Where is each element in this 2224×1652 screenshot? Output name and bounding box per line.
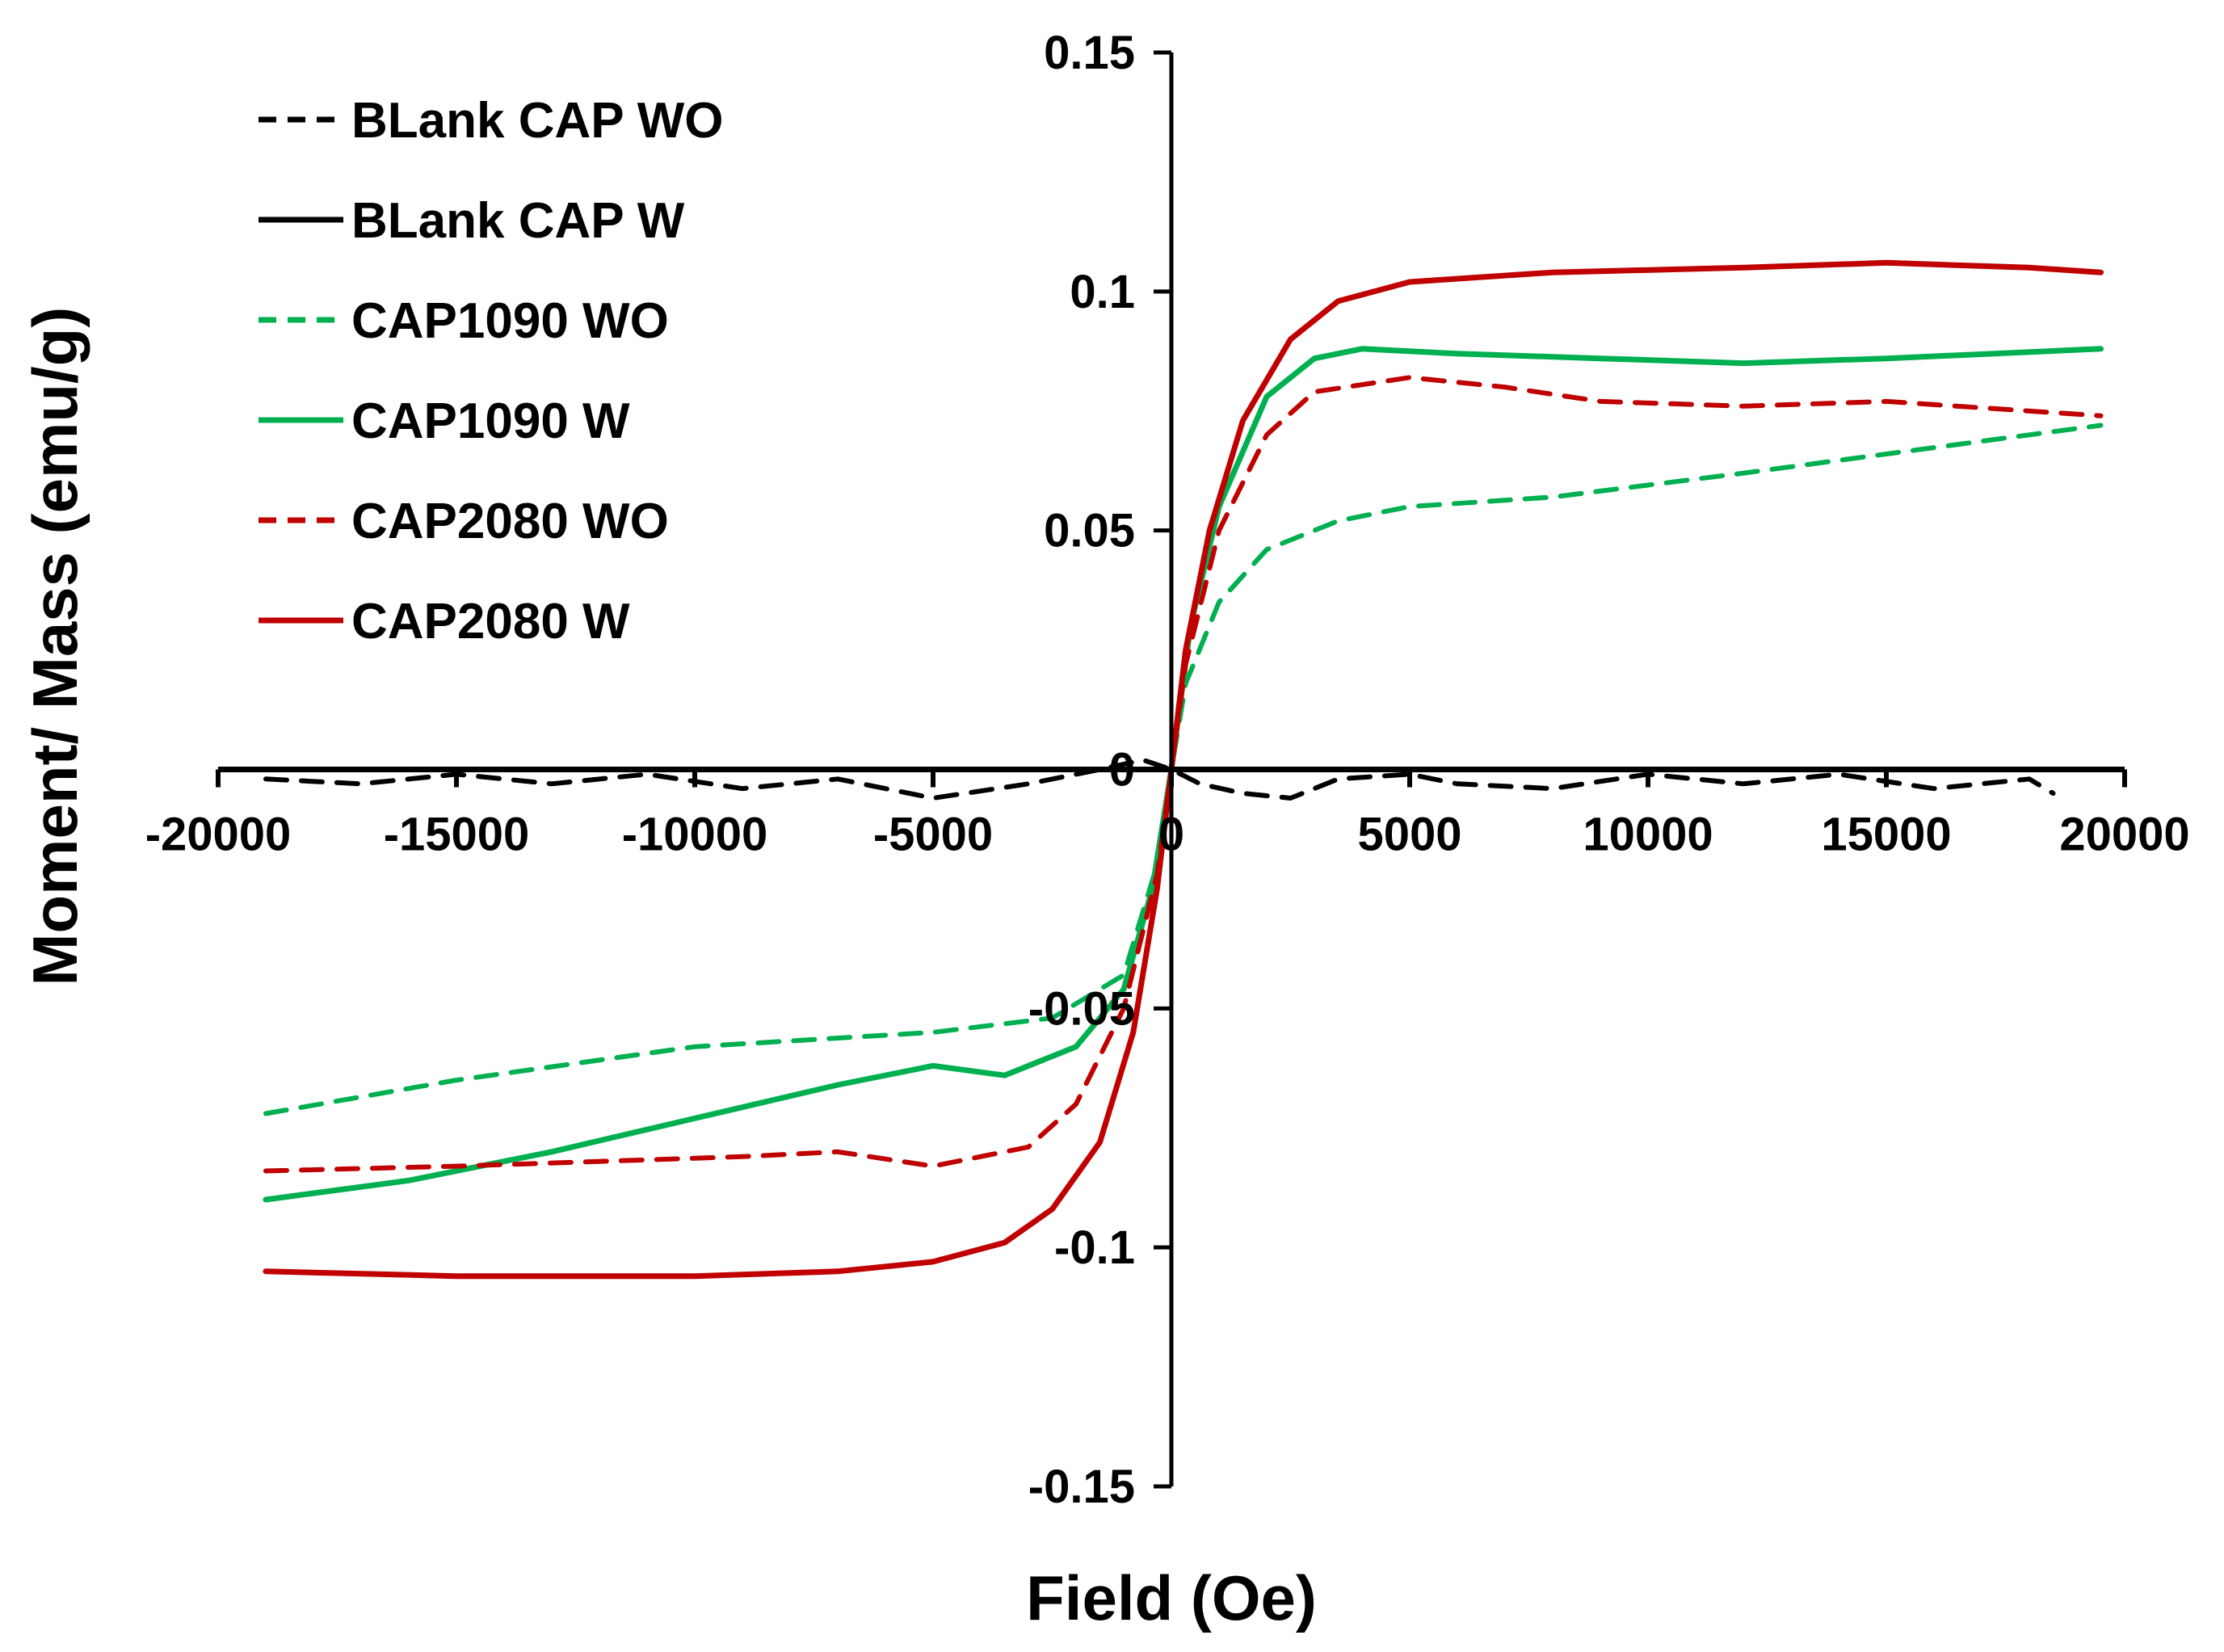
legend-label: BLank CAP W bbox=[351, 193, 685, 249]
legend-label: BLank CAP WO bbox=[351, 93, 723, 149]
y-tick-label: -0.05 bbox=[1028, 982, 1135, 1035]
y-tick-label: 0.15 bbox=[1044, 27, 1135, 79]
y-axis-title: Moment/ Mass (emu/g) bbox=[19, 307, 90, 986]
legend-label: CAP1090 W bbox=[351, 393, 630, 449]
series-line-blank-cap-wo bbox=[263, 757, 2056, 801]
y-tick-label: -0.1 bbox=[1054, 1221, 1135, 1274]
x-tick-label: -10000 bbox=[622, 809, 768, 861]
legend-label: CAP2080 WO bbox=[351, 494, 669, 549]
series-line-cap1090-wo bbox=[263, 422, 2104, 1116]
legend-label: CAP2080 W bbox=[351, 594, 630, 649]
x-tick-label: 20000 bbox=[2059, 809, 2189, 861]
x-tick-label: -5000 bbox=[873, 809, 993, 861]
axes: -20000 -15000 -10000 -5000 0 5000 10000 15000 20… bbox=[145, 27, 2190, 1513]
legend: BLank CAP WO BLank CAP W CAP1090 WO CAP1090… bbox=[259, 93, 723, 649]
x-tick-label: 5000 bbox=[1357, 809, 1461, 861]
x-tick-label: 0 bbox=[1158, 809, 1184, 861]
series-line-cap2080-w bbox=[263, 259, 2104, 1280]
y-tick-label: 0.1 bbox=[1070, 266, 1135, 318]
y-tick-label: -0.15 bbox=[1028, 1461, 1135, 1513]
y-tick-label: 0.05 bbox=[1044, 505, 1135, 557]
x-tick-label: 10000 bbox=[1583, 809, 1713, 861]
x-tick-label: 15000 bbox=[1821, 809, 1951, 861]
x-tick-label: -20000 bbox=[145, 809, 292, 861]
x-axis-title: Field (Oe) bbox=[1026, 1562, 1317, 1633]
y-tick-label: 0 bbox=[1109, 744, 1135, 797]
x-tick-label: -15000 bbox=[384, 809, 530, 861]
legend-label: CAP1090 WO bbox=[351, 293, 669, 349]
